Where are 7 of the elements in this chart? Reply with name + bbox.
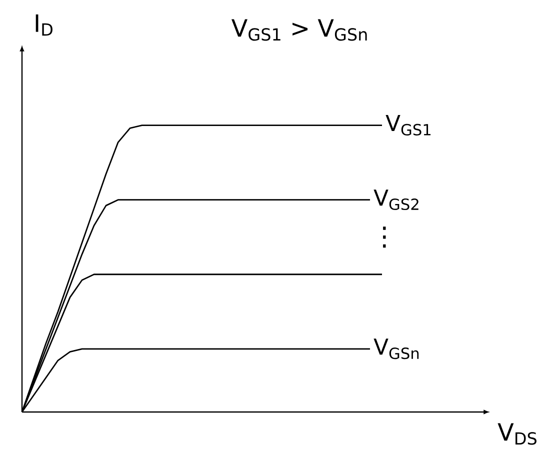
series-label: V$_{GSn}$ bbox=[374, 338, 419, 360]
series-label: V$_{GS1}$ bbox=[386, 115, 430, 136]
series-label: V$_{GS2}$ bbox=[374, 190, 418, 210]
chart-title: V$_{GS1}$ > V$_{GSn}$ bbox=[231, 19, 367, 41]
y-axis-title: I$_{D}$ bbox=[36, 14, 52, 36]
x-axis-title: V$_{DS}$ bbox=[498, 423, 536, 445]
annotation: ⋮ bbox=[383, 226, 386, 248]
